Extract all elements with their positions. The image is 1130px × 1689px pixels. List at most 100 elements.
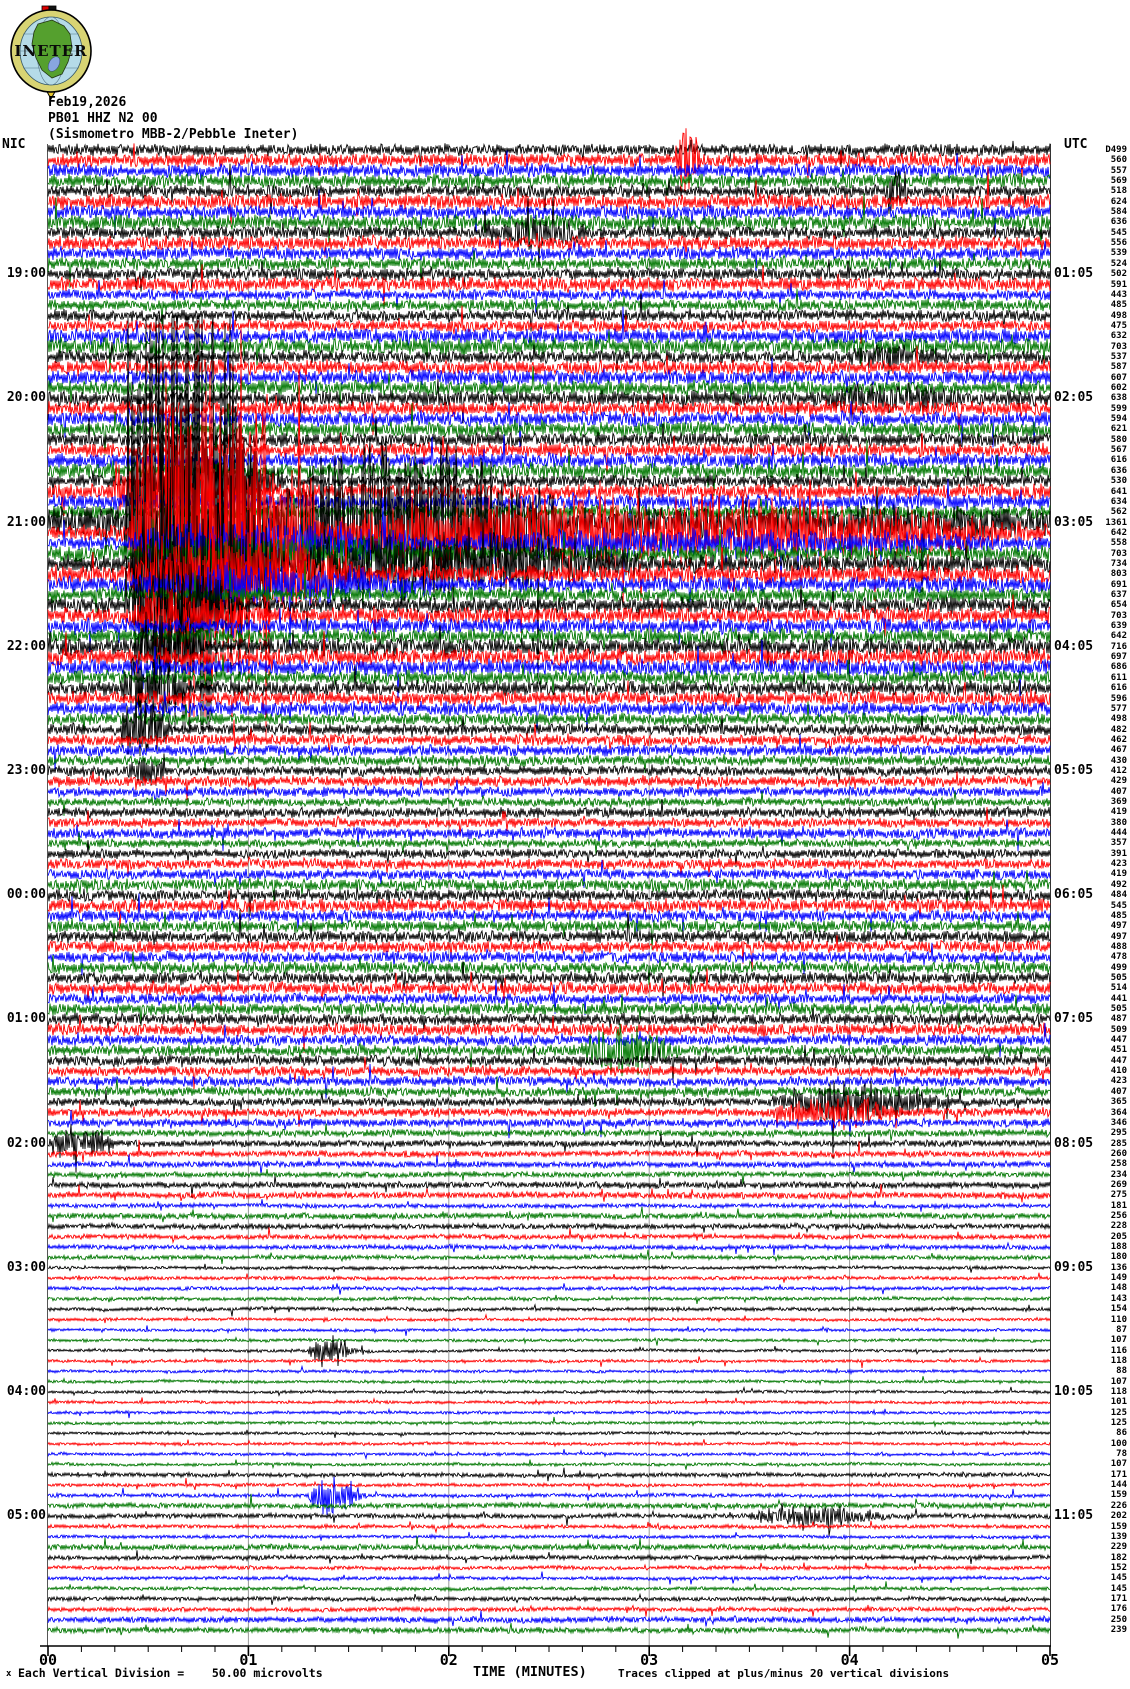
trace-line-79: [47, 951, 1051, 990]
line-amplitude-value: 596: [1110, 693, 1127, 704]
line-amplitude-value: 562: [1110, 507, 1127, 518]
trace-line-92: [47, 1080, 1051, 1159]
line-amplitude-value: 145: [1110, 1583, 1127, 1594]
trace-line-62: [47, 779, 1051, 801]
line-amplitude-value: 229: [1110, 1542, 1127, 1553]
line-amplitude-value: 346: [1110, 1117, 1127, 1128]
line-amplitude-value: 716: [1110, 641, 1127, 652]
trace-line-122: [47, 1407, 1051, 1419]
trace-line-102: [47, 1199, 1051, 1212]
utc-hour-label: 02:05: [1054, 390, 1094, 406]
trace-line-111: [47, 1294, 1051, 1304]
trace-line-2: [47, 150, 1051, 183]
line-amplitude-value: 475: [1110, 320, 1127, 331]
trace-line-120: [47, 1385, 1051, 1397]
line-amplitude-value: 697: [1110, 652, 1127, 663]
trace-line-76: [47, 909, 1051, 950]
trace-line-105: [47, 1227, 1051, 1244]
line-amplitude-value: 484: [1110, 890, 1127, 901]
trace-line-69: [47, 855, 1051, 878]
trace-line-139: [47, 1581, 1051, 1594]
right-timezone-label: UTC: [1064, 137, 1088, 152]
local-hour-label: 03:00: [6, 1259, 46, 1275]
line-amplitude-value: 365: [1110, 1097, 1127, 1108]
trace-line-138: [47, 1571, 1051, 1585]
trace-line-7: [47, 193, 1051, 248]
trace-line-61: [47, 771, 1051, 801]
trace-line-131: [47, 1493, 1051, 1511]
trace-line-117: [47, 1355, 1051, 1369]
line-amplitude-value: 110: [1110, 1314, 1127, 1325]
line-amplitude-value: 478: [1110, 952, 1127, 963]
trace-line-10: [47, 239, 1051, 274]
trace-line-123: [47, 1416, 1051, 1428]
line-amplitude-value: 139: [1110, 1531, 1127, 1542]
line-amplitude-value: 87: [1116, 1324, 1127, 1335]
local-hour-label: 19:00: [6, 266, 46, 282]
minute-tick-label: 01: [239, 1651, 258, 1669]
line-amplitude-value: 487: [1110, 1014, 1127, 1025]
line-amplitude-value: 703: [1110, 610, 1127, 621]
line-amplitude-value: 497: [1110, 931, 1127, 942]
line-amplitude-value: 611: [1110, 672, 1127, 683]
line-amplitude-value: 502: [1110, 269, 1127, 280]
minute-tick-label: 00: [38, 1651, 58, 1669]
utc-hour-label: 05:05: [1054, 762, 1094, 778]
line-amplitude-value: 269: [1110, 1179, 1127, 1190]
trace-line-50: [47, 639, 1051, 702]
trace-line-4: [47, 163, 1051, 215]
trace-line-48: [47, 583, 1051, 681]
trace-line-130: [47, 1476, 1051, 1515]
trace-line-126: [47, 1449, 1051, 1461]
line-amplitude-value: 182: [1110, 1552, 1127, 1563]
line-amplitude-value: 364: [1110, 1107, 1127, 1118]
local-hour-label: 00:00: [6, 887, 46, 903]
line-amplitude-value: 599: [1110, 403, 1127, 414]
line-amplitude-value: 488: [1110, 941, 1127, 952]
line-amplitude-value: 577: [1110, 703, 1127, 714]
line-amplitude-value: 285: [1110, 1138, 1127, 1149]
line-amplitude-value: 410: [1110, 1066, 1127, 1077]
line-amplitude-value: 447: [1110, 1055, 1127, 1066]
utc-hour-label: 09:05: [1054, 1259, 1094, 1275]
trace-line-95: [47, 1123, 1051, 1141]
line-amplitude-value: 250: [1110, 1614, 1127, 1625]
logo-lake: [47, 56, 61, 72]
left-timezone-label: NIC: [2, 137, 26, 152]
line-amplitude-value: 258: [1110, 1159, 1127, 1170]
trace-line-118: [47, 1364, 1051, 1376]
trace-line-14: [47, 279, 1051, 315]
trace-line-25: [47, 393, 1051, 436]
trace-line-88: [47, 1044, 1051, 1083]
line-amplitude-value: 380: [1110, 817, 1127, 828]
local-hour-label: 05:00: [6, 1508, 46, 1524]
line-amplitude-value: 518: [1110, 186, 1127, 197]
line-amplitude-value: 482: [1110, 724, 1127, 735]
trace-line-107: [47, 1249, 1051, 1264]
line-amplitude-value: 545: [1110, 227, 1127, 238]
trace-line-142: [47, 1610, 1051, 1627]
line-amplitude-value: 441: [1110, 993, 1127, 1004]
utc-hour-label: 07:05: [1054, 1011, 1094, 1027]
trace-line-43: [47, 560, 1051, 613]
line-amplitude-value: 202: [1110, 1511, 1127, 1522]
trace-line-106: [47, 1241, 1051, 1256]
line-amplitude-value: 591: [1110, 279, 1127, 290]
trace-line-116: [47, 1335, 1051, 1368]
line-amplitude-value: 357: [1110, 838, 1127, 849]
line-amplitude-value: 703: [1110, 341, 1127, 352]
line-amplitude-value: 234: [1110, 1169, 1127, 1180]
trace-line-137: [47, 1562, 1051, 1572]
line-amplitude-value: 443: [1110, 289, 1127, 300]
line-amplitude-value: 567: [1110, 445, 1127, 456]
trace-line-129: [47, 1478, 1051, 1491]
line-amplitude-value: 587: [1110, 362, 1127, 373]
trace-line-80: [47, 961, 1051, 1000]
line-amplitude-value: 152: [1110, 1562, 1127, 1573]
line-amplitude-value: 539: [1110, 248, 1127, 259]
trace-line-90: [47, 1063, 1051, 1099]
line-amplitude-value: 429: [1110, 776, 1127, 787]
line-amplitude-value: 295: [1110, 1128, 1127, 1139]
trace-line-140: [47, 1592, 1051, 1605]
line-amplitude-value: 616: [1110, 683, 1127, 694]
